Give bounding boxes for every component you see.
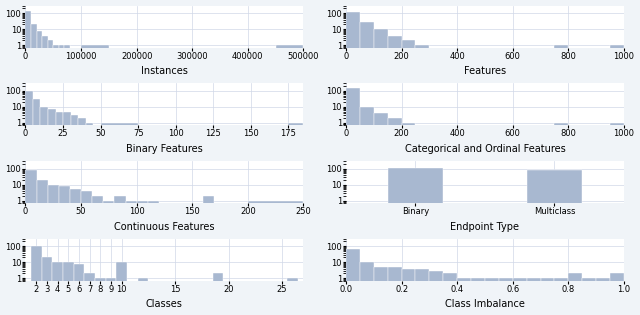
Bar (374, 113, 388, 315)
Bar (48, 109, 56, 315)
Bar (103, 201, 115, 315)
Bar (81, 45, 109, 315)
Bar (48, 185, 59, 315)
Bar (360, 262, 374, 315)
Bar (138, 278, 148, 315)
Bar (115, 196, 125, 315)
Bar (100, 123, 138, 315)
X-axis label: Binary Features: Binary Features (126, 144, 203, 154)
Bar (63, 262, 74, 315)
X-axis label: Categorical and Ordinal Features: Categorical and Ordinal Features (404, 144, 565, 154)
Bar (554, 278, 568, 315)
Bar (74, 264, 84, 315)
Bar (84, 273, 95, 315)
Bar (63, 112, 70, 315)
Bar (125, 201, 137, 315)
Bar (53, 45, 59, 315)
Bar (429, 271, 444, 315)
Bar (59, 186, 70, 315)
Bar (70, 115, 78, 315)
Bar (81, 191, 92, 315)
Bar (388, 168, 444, 315)
Bar (92, 196, 103, 315)
X-axis label: Class Imbalance: Class Imbalance (445, 300, 525, 309)
X-axis label: Instances: Instances (141, 66, 188, 76)
Bar (554, 45, 568, 315)
Bar (42, 257, 52, 315)
Bar (116, 262, 127, 315)
Bar (402, 269, 415, 315)
Bar (26, 170, 36, 315)
Bar (541, 278, 554, 315)
Bar (402, 123, 415, 315)
Bar (40, 107, 48, 315)
Bar (388, 118, 402, 315)
Bar (26, 11, 31, 315)
Bar (374, 267, 388, 315)
Bar (276, 45, 303, 315)
X-axis label: Endpoint Type: Endpoint Type (451, 222, 520, 232)
Bar (388, 267, 402, 315)
Bar (78, 118, 86, 315)
Bar (65, 45, 70, 315)
Bar (513, 278, 527, 315)
Bar (31, 246, 42, 315)
Bar (70, 189, 81, 315)
Bar (204, 196, 214, 315)
Bar (212, 273, 223, 315)
Bar (31, 24, 36, 315)
Bar (289, 123, 303, 315)
Bar (248, 201, 303, 315)
Bar (36, 180, 48, 315)
Bar (346, 88, 360, 315)
Bar (596, 278, 610, 315)
Bar (346, 12, 360, 315)
X-axis label: Continuous Features: Continuous Features (114, 222, 214, 232)
Bar (444, 273, 457, 315)
Bar (568, 273, 582, 315)
Bar (402, 40, 415, 315)
Bar (52, 262, 63, 315)
Bar (554, 123, 568, 315)
X-axis label: Classes: Classes (146, 300, 183, 309)
Bar (59, 45, 65, 315)
Bar (415, 269, 429, 315)
Bar (106, 278, 116, 315)
Bar (360, 21, 374, 315)
Bar (42, 36, 48, 315)
Bar (527, 170, 582, 315)
Bar (360, 107, 374, 315)
Bar (499, 278, 513, 315)
Bar (48, 40, 53, 315)
Bar (148, 201, 159, 315)
Bar (457, 278, 471, 315)
Bar (86, 123, 93, 315)
Bar (33, 99, 40, 315)
Bar (527, 278, 541, 315)
X-axis label: Features: Features (464, 66, 506, 76)
Bar (374, 29, 388, 315)
Bar (95, 278, 106, 315)
Bar (137, 201, 148, 315)
Bar (56, 112, 63, 315)
Bar (388, 36, 402, 315)
Bar (26, 91, 33, 315)
Bar (287, 278, 298, 315)
Bar (610, 273, 624, 315)
Bar (610, 45, 624, 315)
Bar (346, 249, 360, 315)
Bar (471, 278, 485, 315)
Bar (415, 45, 429, 315)
Bar (610, 123, 624, 315)
Bar (582, 278, 596, 315)
Bar (485, 278, 499, 315)
Bar (36, 31, 42, 315)
